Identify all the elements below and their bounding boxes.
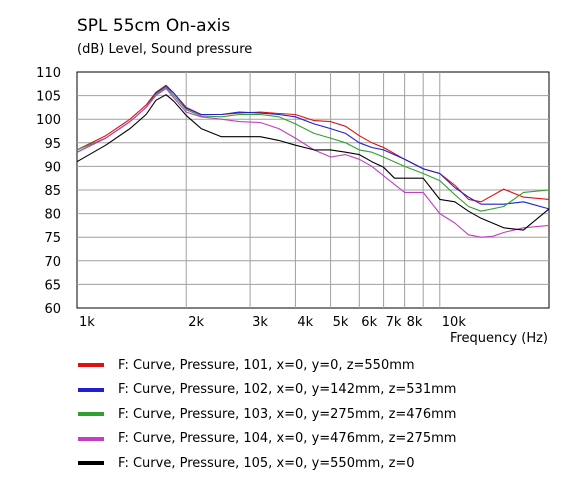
y-tick-label: 90 (44, 160, 61, 175)
grid-lines (77, 72, 549, 308)
legend-label: F: Curve, Pressure, 103, x=0, y=275mm, z… (118, 406, 457, 422)
legend-swatch (78, 461, 104, 465)
series-line-2 (76, 85, 550, 210)
chart-title: SPL 55cm On-axis (77, 16, 231, 36)
legend-label: F: Curve, Pressure, 101, x=0, y=0, z=550… (118, 357, 415, 373)
series-line-1 (76, 84, 550, 203)
x-tick-label: 6k (361, 315, 377, 330)
x-tick-label: 4k (297, 315, 313, 330)
x-tick-label: 8k (407, 315, 423, 330)
x-tick-label: 5k (333, 315, 349, 330)
legend-label: F: Curve, Pressure, 105, x=0, y=550mm, z… (118, 455, 415, 471)
y-tick-label: 105 (36, 90, 61, 105)
legend-label: F: Curve, Pressure, 104, x=0, y=476mm, z… (118, 431, 457, 446)
y-tick-label: 60 (44, 302, 61, 317)
chart-subtitle: (dB) Level, Sound pressure (77, 42, 253, 57)
legend-swatch (78, 363, 104, 367)
legend-label: F: Curve, Pressure, 102, x=0, y=142mm, z… (118, 382, 457, 397)
legend-swatch (78, 387, 104, 392)
legend-swatch (78, 412, 104, 416)
tick-labels: 60 65 70 75 80 85 90 95 100 105 110 1k 2k 3k 4k 5k 6k 7k 8… (36, 66, 466, 330)
legend-item: F: Curve, Pressure, 102, x=0, y=142mm, z… (78, 380, 456, 400)
legend-item: F: Curve, Pressure, 101, x=0, y=0, z=550… (78, 355, 415, 375)
legend-item: F: Curve, Pressure, 104, x=0, y=476mm, z… (78, 429, 456, 449)
series-line-3 (76, 86, 550, 212)
y-tick-label: 85 (44, 184, 61, 199)
x-tick-label: 2k (188, 315, 204, 330)
legend-item: F: Curve, Pressure, 105, x=0, y=550mm, z… (78, 453, 415, 473)
y-tick-label: 95 (44, 137, 61, 152)
x-tick-label: 10k (442, 315, 467, 330)
x-axis-label: Frequency (Hz) (450, 331, 548, 346)
y-tick-label: 80 (44, 208, 61, 223)
x-tick-label: 1k (79, 315, 95, 330)
x-tick-label: 3k (252, 315, 268, 330)
legend-item: F: Curve, Pressure, 103, x=0, y=275mm, z… (78, 404, 456, 424)
y-tick-label: 100 (36, 113, 61, 128)
legend-swatch (78, 436, 104, 441)
y-tick-label: 75 (44, 231, 61, 246)
series-line-5 (76, 94, 550, 231)
series-lines (76, 84, 550, 238)
y-tick-label: 70 (44, 255, 61, 270)
x-tick-label: 7k (386, 315, 402, 330)
y-tick-label: 65 (44, 278, 61, 293)
series-line-4 (76, 87, 550, 238)
y-tick-label: 110 (36, 66, 61, 81)
